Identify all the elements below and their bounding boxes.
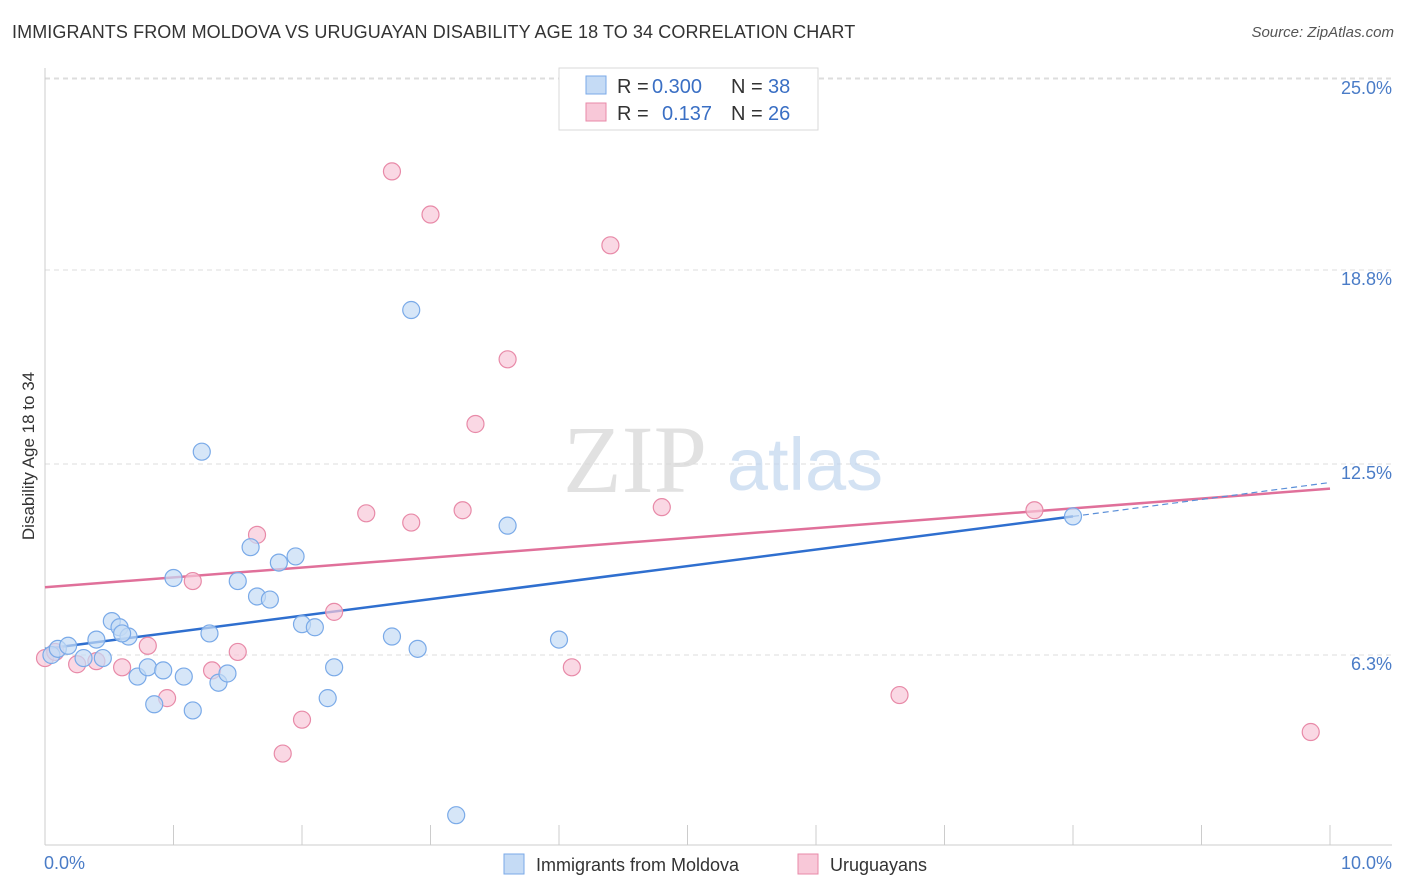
point-moldova-31 bbox=[402, 300, 421, 320]
point-moldova-36 bbox=[1063, 507, 1083, 526]
point-uruguayans-9 bbox=[228, 642, 247, 662]
point-moldova-13 bbox=[164, 568, 183, 588]
point-moldova-14 bbox=[174, 667, 193, 686]
point-moldova-2 bbox=[59, 636, 78, 655]
bottom-legend-label-uruguayans: Uruguayans bbox=[830, 855, 927, 875]
point-uruguayans-21 bbox=[562, 658, 581, 677]
tick-labels: 25.0% 18.8% 12.5% 6.3% 0.0% 10.0% bbox=[44, 78, 1392, 873]
y-tick-label-3: 6.3% bbox=[1351, 654, 1392, 674]
point-uruguayans-13 bbox=[325, 602, 344, 621]
point-moldova-24 bbox=[269, 553, 288, 572]
point-moldova-27 bbox=[305, 618, 324, 637]
point-moldova-19 bbox=[218, 664, 237, 683]
point-uruguayans-17 bbox=[421, 205, 440, 224]
y-tick-label-0: 25.0% bbox=[1341, 78, 1392, 98]
legend-swatch-uruguayans bbox=[585, 102, 607, 122]
y-axis-label: Disability Age 18 to 34 bbox=[19, 372, 38, 540]
point-uruguayans-5 bbox=[138, 636, 157, 655]
trend-line-uruguayans bbox=[44, 487, 1331, 589]
point-moldova-32 bbox=[408, 639, 427, 658]
source-label: Source: ZipAtlas.com bbox=[1251, 24, 1394, 41]
point-uruguayans-25 bbox=[1025, 501, 1044, 520]
point-moldova-29 bbox=[325, 658, 344, 677]
legend-r-value-2: 0.137 bbox=[662, 103, 712, 125]
gridlines bbox=[45, 77, 1392, 656]
point-uruguayans-26 bbox=[1301, 722, 1320, 742]
point-uruguayans-11 bbox=[273, 744, 292, 763]
point-moldova-28 bbox=[318, 689, 337, 708]
chart-title: IMMIGRANTS FROM MOLDOVA VS URUGUAYAN DIS… bbox=[12, 22, 856, 42]
point-uruguayans-20 bbox=[498, 350, 517, 369]
watermark: ZIP atlas bbox=[563, 406, 883, 513]
legend-n-value-1: 38 bbox=[768, 76, 790, 98]
point-moldova-3 bbox=[74, 648, 93, 668]
point-uruguayans-19 bbox=[466, 414, 485, 434]
legend-r-label-2: R = bbox=[617, 103, 649, 125]
bottom-legend-swatch-moldova bbox=[503, 853, 525, 875]
legend-n-value-2: 26 bbox=[768, 103, 790, 125]
point-moldova-20 bbox=[228, 571, 247, 591]
point-uruguayans-14 bbox=[357, 504, 376, 523]
legend-swatch-moldova bbox=[585, 75, 607, 95]
watermark-atlas: atlas bbox=[727, 423, 883, 506]
point-moldova-37 bbox=[112, 624, 132, 643]
trend-line-moldova bbox=[44, 515, 1074, 651]
legend-n-label-2: N = bbox=[731, 103, 763, 125]
x-tick-label-0: 0.0% bbox=[44, 853, 85, 873]
point-moldova-11 bbox=[145, 695, 164, 714]
y-tick-label-1: 18.8% bbox=[1341, 269, 1392, 289]
watermark-zip: ZIP bbox=[563, 406, 707, 513]
legend-r-value-1: 0.300 bbox=[652, 76, 702, 98]
trend-lines bbox=[44, 481, 1331, 651]
point-moldova-12 bbox=[154, 661, 173, 680]
point-uruguayans-7 bbox=[183, 571, 202, 591]
point-uruguayans-23 bbox=[652, 498, 671, 517]
point-uruguayans-22 bbox=[601, 236, 620, 255]
point-moldova-35 bbox=[549, 630, 569, 649]
point-uruguayans-24 bbox=[890, 685, 909, 705]
point-moldova-25 bbox=[286, 547, 305, 566]
point-moldova-23 bbox=[260, 590, 279, 609]
point-moldova-4 bbox=[87, 630, 106, 649]
data-points bbox=[35, 162, 1320, 825]
bottom-legend-swatch-uruguayans bbox=[797, 853, 819, 875]
point-moldova-15 bbox=[183, 701, 202, 720]
point-uruguayans-4 bbox=[112, 658, 132, 677]
x-tick-label-1: 10.0% bbox=[1341, 853, 1392, 873]
point-moldova-34 bbox=[498, 516, 517, 535]
bottom-legend-label-moldova: Immigrants from Moldova bbox=[536, 855, 740, 875]
correlation-legend: R = 0.300 N = 38 R = 0.137 N = 26 bbox=[558, 67, 819, 131]
point-moldova-33 bbox=[447, 806, 466, 825]
point-moldova-5 bbox=[93, 648, 112, 668]
point-uruguayans-12 bbox=[292, 710, 312, 729]
point-moldova-17 bbox=[200, 624, 219, 643]
point-uruguayans-16 bbox=[402, 513, 421, 532]
point-uruguayans-15 bbox=[382, 162, 402, 181]
axes bbox=[44, 68, 1392, 846]
y-tick-label-2: 12.5% bbox=[1341, 463, 1392, 483]
point-moldova-21 bbox=[241, 538, 260, 557]
point-moldova-16 bbox=[192, 442, 211, 461]
point-moldova-30 bbox=[382, 627, 402, 646]
series-legend: Immigrants from Moldova Uruguayans bbox=[503, 853, 927, 875]
point-uruguayans-18 bbox=[453, 501, 472, 520]
legend-r-label-1: R = bbox=[617, 76, 649, 98]
trend-line-moldova-extension bbox=[1072, 481, 1331, 517]
legend-n-label-1: N = bbox=[731, 76, 763, 98]
point-moldova-10 bbox=[138, 658, 157, 677]
